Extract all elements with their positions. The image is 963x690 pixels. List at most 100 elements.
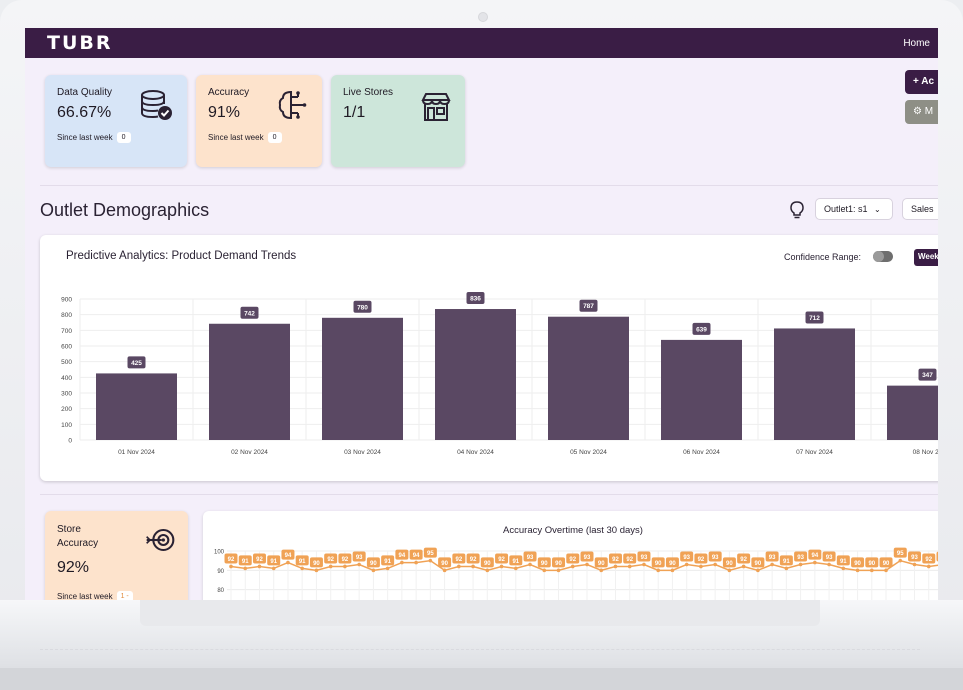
- data-point: [813, 560, 817, 565]
- keyboard-edge: [40, 630, 920, 650]
- data-label: 91: [242, 559, 249, 565]
- stat-label: Data Quality: [57, 87, 113, 98]
- data-point: [627, 564, 632, 569]
- data-point: [457, 564, 461, 569]
- data-label: 93: [911, 555, 918, 561]
- outlet-select[interactable]: Outlet1: s1 ⌄: [815, 198, 893, 220]
- data-label-bg: [922, 553, 936, 564]
- brain-circuit-icon: [278, 90, 307, 120]
- data-point: [371, 568, 376, 573]
- y-tick-label: 80: [217, 588, 224, 594]
- stat-value: 1/1: [343, 104, 366, 121]
- brand-logo[interactable]: TUBR: [47, 32, 113, 54]
- chart-title: Predictive Analytics: Product Demand Tre…: [66, 250, 297, 262]
- data-label-bg: [879, 557, 893, 568]
- data-label: 91: [840, 559, 847, 565]
- data-label-bg: [252, 553, 266, 564]
- data-label: 91: [783, 559, 790, 565]
- data-label: 93: [356, 555, 363, 561]
- y-tick-label: 200: [61, 406, 72, 413]
- laptop-base: [0, 600, 963, 690]
- data-point: [428, 558, 433, 563]
- data-label-bg: [509, 555, 523, 566]
- y-tick-label: 90: [217, 569, 224, 575]
- data-point: [741, 564, 746, 569]
- data-label: 92: [470, 557, 477, 563]
- bar: [887, 385, 938, 440]
- nav-home-link[interactable]: Home: [903, 37, 930, 49]
- data-label: 92: [327, 557, 334, 563]
- target-icon: [146, 528, 175, 552]
- data-point: [699, 564, 703, 569]
- data-label: 787: [583, 303, 594, 310]
- data-label-bg: [851, 557, 865, 568]
- data-point: [414, 560, 418, 565]
- base-front: [0, 668, 963, 690]
- data-label: 90: [755, 561, 762, 567]
- data-label: 94: [399, 553, 406, 559]
- data-label: 347: [922, 372, 933, 379]
- data-point: [770, 562, 774, 567]
- accuracy-chart-card: Accuracy Overtime (last 30 days) 7080901…: [203, 511, 938, 600]
- data-label-bg: [694, 553, 708, 564]
- data-point: [343, 564, 347, 569]
- data-label-bg: [352, 551, 366, 562]
- data-label: 93: [797, 555, 804, 561]
- bar: [548, 316, 629, 440]
- data-label: 90: [370, 561, 377, 567]
- data-label: 90: [726, 561, 733, 567]
- y-tick-label: 600: [61, 344, 72, 351]
- data-label: 92: [626, 557, 633, 563]
- bar: [96, 373, 177, 440]
- stat-label: Live Stores: [343, 87, 394, 98]
- data-point: [499, 564, 504, 569]
- data-label-bg: [865, 557, 879, 568]
- data-label-bg: [495, 553, 509, 564]
- data-label-bg: [936, 551, 938, 562]
- data-label: 92: [342, 557, 349, 563]
- metric-select[interactable]: Sales: [902, 198, 938, 220]
- data-label: 712: [809, 315, 820, 322]
- data-label-bg: [779, 555, 793, 566]
- data-point: [328, 564, 333, 569]
- week-button[interactable]: Week: [914, 249, 938, 266]
- data-label-bg: [805, 311, 824, 324]
- x-tick-label: 06 Nov 2024: [683, 449, 720, 456]
- data-point: [585, 562, 589, 567]
- data-label-bg: [281, 549, 295, 560]
- manage-button[interactable]: ⚙ M: [905, 100, 938, 124]
- data-label-bg: [381, 555, 395, 566]
- y-tick-label: 100: [214, 550, 225, 556]
- data-label-bg: [523, 551, 537, 562]
- lightbulb-icon[interactable]: [790, 201, 804, 219]
- data-point: [599, 568, 604, 573]
- data-label-bg: [452, 553, 466, 564]
- data-label-bg: [480, 557, 494, 568]
- data-label: 93: [769, 555, 776, 561]
- data-label-bg: [395, 549, 409, 560]
- since-row: Since last week 1 -: [57, 591, 176, 600]
- data-label-bg: [680, 551, 694, 562]
- confidence-toggle[interactable]: [873, 251, 893, 262]
- data-label-bg: [836, 555, 850, 566]
- stat-value: 66.67%: [57, 104, 112, 121]
- data-point: [827, 562, 831, 567]
- data-label: 92: [569, 557, 576, 563]
- accuracy-line-chart: 7080901009291929194919092929390919494959…: [214, 547, 938, 600]
- data-point: [300, 566, 304, 571]
- bar: [435, 309, 516, 440]
- stat-value: 91%: [208, 104, 241, 121]
- data-label-bg: [238, 555, 252, 566]
- since-label: Since last week: [208, 133, 264, 142]
- data-label-bg: [580, 551, 594, 562]
- data-point: [713, 562, 717, 567]
- x-tick-label: 01 Nov 2024: [118, 449, 155, 456]
- data-label-bg: [295, 555, 309, 566]
- store-accuracy-value: 92%: [57, 559, 90, 576]
- data-point: [556, 568, 561, 573]
- add-button[interactable]: + Ac: [905, 70, 938, 94]
- data-label-bg: [794, 551, 808, 562]
- data-label: 92: [455, 557, 462, 563]
- data-point: [684, 562, 689, 567]
- data-point: [400, 560, 404, 565]
